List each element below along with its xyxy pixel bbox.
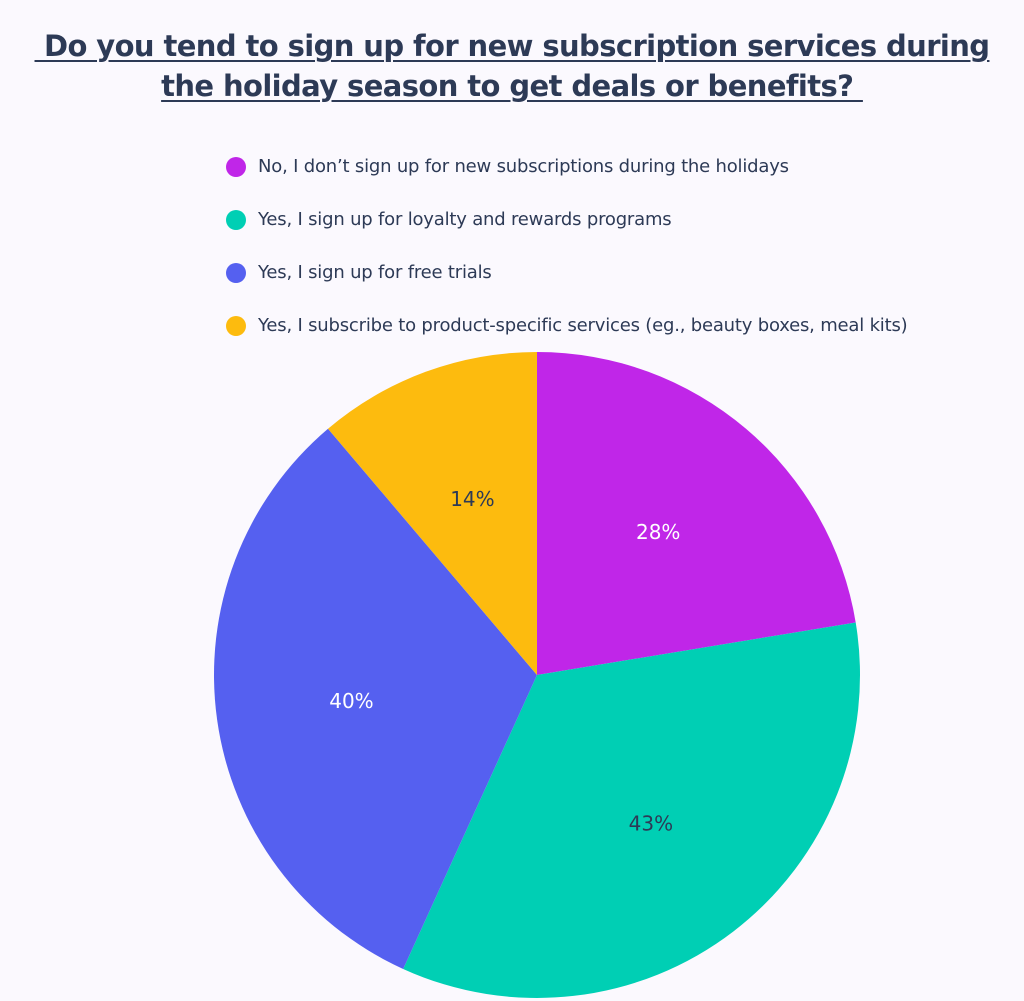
legend-swatch-no-signup [226, 156, 246, 177]
legend-item-product-specific: Yes, I subscribe to product-specific ser… [226, 299, 908, 352]
legend-label-product-specific: Yes, I subscribe to product-specific ser… [258, 315, 908, 336]
pie-label-product-specific: 14% [450, 487, 494, 511]
chart-title: Do you tend to sign up for new subscript… [0, 26, 1024, 106]
chart-title-line-2: the holiday season to get deals or benef… [161, 69, 863, 103]
chart-title-line-1: Do you tend to sign up for new subscript… [34, 29, 990, 63]
legend-item-free-trials: Yes, I sign up for free trials [226, 246, 907, 299]
legend-label-free-trials: Yes, I sign up for free trials [258, 262, 492, 283]
legend-item-loyalty: Yes, I sign up for loyalty and rewards p… [226, 193, 907, 246]
legend-label-no-signup: No, I don’t sign up for new subscription… [258, 156, 789, 177]
pie-label-no-signup: 28% [636, 520, 680, 544]
legend-swatch-product-specific [226, 315, 246, 336]
pie-slice-no-signup [537, 352, 856, 675]
pie-label-free-trials: 40% [329, 689, 373, 713]
pie-slice-loyalty [403, 622, 860, 999]
legend-swatch-loyalty [226, 209, 246, 230]
legend-item-no-signup: No, I don’t sign up for new subscription… [226, 140, 907, 193]
pie-label-loyalty: 43% [629, 812, 673, 836]
legend-swatch-free-trials [226, 262, 246, 283]
legend-label-loyalty: Yes, I sign up for loyalty and rewards p… [258, 209, 672, 230]
pie-slice-free-trials [213, 428, 538, 969]
pie-slice-product-specific [328, 352, 537, 675]
legend: No, I don’t sign up for new subscription… [226, 140, 908, 352]
